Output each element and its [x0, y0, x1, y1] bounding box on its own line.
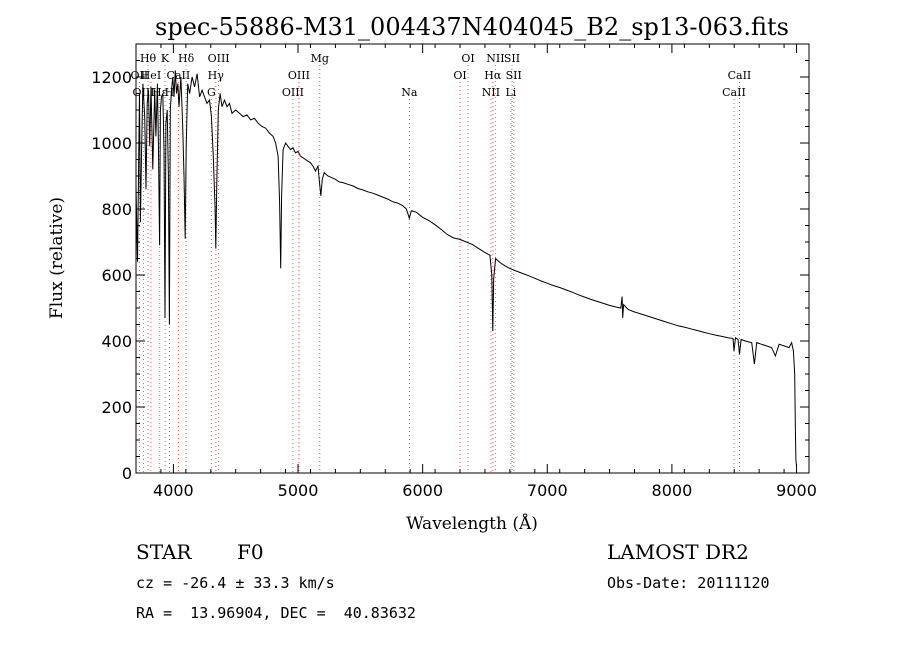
survey-label: LAMOST DR2 [607, 540, 749, 564]
plot-frame [135, 43, 810, 474]
x-axis-label: Wavelength (Å) [406, 513, 538, 534]
line-marker-label: OII [131, 69, 149, 82]
line-marker-label: SII [506, 69, 522, 82]
line-marker-label: Mg [311, 52, 329, 65]
line-marker-label: Hδ [178, 52, 195, 65]
line-marker-label: CaII [167, 69, 191, 82]
line-marker-label: CaII [722, 86, 746, 99]
line-marker-label: H [165, 86, 175, 99]
line-marker-label: NII [486, 52, 504, 65]
line-marker-label: HeI [141, 69, 161, 82]
line-marker-label: OIII [208, 52, 230, 65]
line-marker-label: OI [461, 52, 474, 65]
y-axis-label: Flux (relative) [47, 197, 67, 319]
line-marker-label: NII [482, 86, 500, 99]
line-marker-label: G [207, 86, 216, 99]
subclass-label: F0 [237, 540, 264, 564]
line-marker-label: OI [453, 69, 466, 82]
line-marker-label: Hθ [140, 52, 157, 65]
x-tick-label: 6000 [402, 481, 443, 500]
obs-date-text: Obs-Date: 20111120 [607, 574, 770, 592]
x-tick-label: 9000 [776, 481, 817, 500]
x-tick-label: 8000 [652, 481, 693, 500]
line-marker-label: K [161, 52, 170, 65]
x-tick-label: 5000 [278, 481, 319, 500]
y-tick-label: 600 [101, 266, 132, 285]
y-tick-label: 1000 [91, 134, 132, 153]
line-marker-label: Na [401, 86, 418, 99]
line-marker-label: CaII [728, 69, 752, 82]
line-marker-label: Hε [152, 86, 168, 99]
x-tick-label: 4000 [153, 481, 194, 500]
line-marker-label: Li [505, 86, 516, 99]
line-marker-label: OIII [282, 86, 304, 99]
class-label: STAR [136, 540, 192, 564]
line-marker-label: OIII [288, 69, 310, 82]
spectrum-line [135, 70, 797, 467]
axis-ticks: 4000 5000 6000 7000 8000 9000 0 200 400 600 800 100… [91, 44, 817, 500]
y-tick-label: 1200 [91, 68, 132, 87]
y-tick-label: 200 [101, 398, 132, 417]
line-marker-label: Hγ [208, 69, 225, 82]
y-tick-label: 800 [101, 200, 132, 219]
coords-text: RA = 13.96904, DEC = 40.83632 [136, 604, 416, 622]
y-tick-label: 400 [101, 332, 132, 351]
line-marker-label: Hα [484, 69, 502, 82]
chart-title: spec-55886-M31_004437N404045_B2_sp13-063… [155, 13, 789, 41]
line-marker-label: SII [504, 52, 520, 65]
redshift-text: cz = -26.4 ± 33.3 km/s [136, 574, 335, 592]
y-tick-label: 0 [122, 464, 132, 483]
x-tick-label: 7000 [527, 481, 568, 500]
